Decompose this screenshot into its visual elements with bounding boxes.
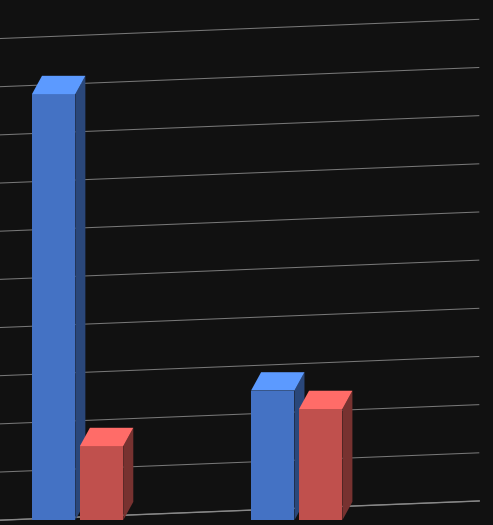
- Polygon shape: [80, 428, 133, 446]
- Polygon shape: [251, 372, 305, 391]
- Polygon shape: [342, 391, 352, 520]
- Polygon shape: [299, 391, 352, 409]
- Polygon shape: [32, 76, 85, 94]
- Polygon shape: [32, 94, 75, 520]
- Polygon shape: [294, 372, 305, 520]
- Polygon shape: [80, 446, 123, 520]
- Polygon shape: [123, 428, 133, 520]
- Polygon shape: [299, 409, 342, 520]
- Polygon shape: [251, 391, 294, 520]
- Polygon shape: [75, 76, 85, 520]
